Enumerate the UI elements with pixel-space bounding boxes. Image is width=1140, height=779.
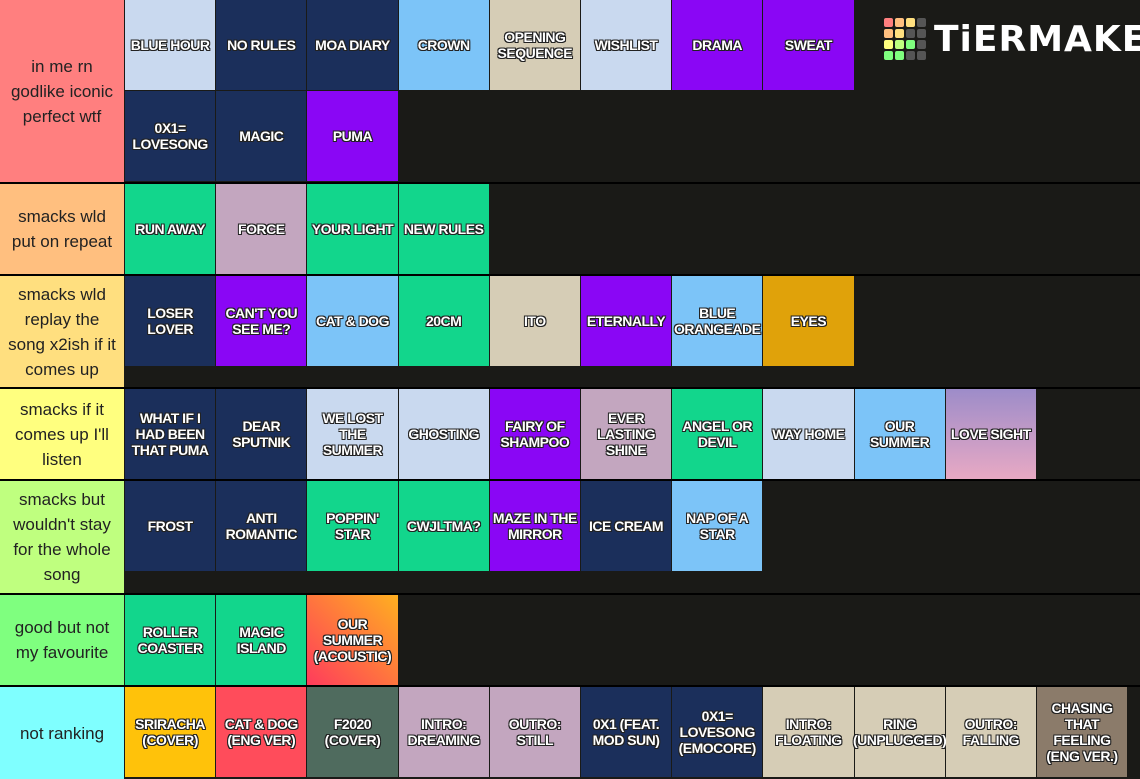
tier-item: WAY HOME (763, 389, 854, 479)
tier-label: in me rn godlike iconic perfect wtf (0, 0, 124, 182)
tier-item: ICE CREAM (580, 481, 672, 571)
tier-items: BLUE HOUR NO RULES MOA DIARY CROWN OPENING S… (125, 0, 855, 182)
tier-item: ANTI ROMANTIC (216, 481, 307, 571)
tier-row: not ranking SRIRACHA (COVER) CAT & DOG (EN… (0, 687, 1140, 779)
tier-items: FROST ANTI ROMANTIC POPPIN' STAR CWJLTMA? MA… (125, 481, 1140, 593)
tier-item: NAP OF A STAR (672, 481, 763, 571)
tier-label: smacks but wouldn't stay for the whole s… (0, 481, 124, 593)
tier-item: GHOSTING (398, 389, 489, 479)
tier-row: in me rn godlike iconic perfect wtf BLUE … (0, 0, 1140, 182)
tier-item: FAIRY OF SHAMPOO (489, 389, 580, 479)
tier-item: WISHLIST (580, 0, 672, 90)
tier-item: OUR SUMMER (854, 389, 945, 479)
tier-item: MAZE IN THE MIRROR (489, 481, 580, 571)
tier-item: NO RULES (216, 0, 307, 90)
tier-item: OPENING SEQUENCE (489, 0, 580, 90)
tier-item: LOVE SIGHT (945, 389, 1036, 479)
tier-item: LOSER LOVER (125, 276, 216, 366)
tier-item: SWEAT (763, 0, 854, 90)
tier-item: DEAR SPUTNIK (216, 389, 307, 479)
tier-item: YOUR LIGHT (307, 184, 398, 274)
tier-items: WHAT IF I HAD BEEN THAT PUMA DEAR SPUTNIK… (125, 389, 1140, 479)
tier-item: 20CM (398, 276, 489, 366)
tier-row: good but not my favourite ROLLER COASTER M… (0, 595, 1140, 685)
tier-item: CAT & DOG (307, 276, 398, 366)
tier-row: smacks wld replay the song x2ish if it c… (0, 276, 1140, 387)
tier-item: CROWN (398, 0, 489, 90)
tier-item: RUN AWAY (125, 184, 216, 274)
tier-item: NEW RULES (398, 184, 489, 274)
tier-item: 0X1= LOVESONG (EMOCORE) (672, 687, 763, 777)
tier-item: BLUE HOUR (125, 0, 216, 90)
tier-item: RING (UNPLUGGED) (853, 687, 947, 777)
tier-items: SRIRACHA (COVER) CAT & DOG (ENG VER) F2020… (125, 687, 1140, 779)
tier-item: MAGIC (216, 91, 307, 181)
tier-item: ROLLER COASTER (125, 595, 216, 685)
logo: TiERMAKER (884, 18, 1140, 60)
tier-item: FROST (125, 481, 216, 571)
tier-item: CAT & DOG (ENG VER) (216, 687, 307, 777)
tier-item: OUR SUMMER (ACOUSTIC) (307, 595, 398, 685)
logo-text: TiERMAKER (934, 18, 1140, 60)
tier-item: POPPIN' STAR (307, 481, 398, 571)
tier-item: MAGIC ISLAND (216, 595, 307, 685)
tier-item: MOA DIARY (307, 0, 398, 90)
tier-item: EVER LASTING SHINE (580, 389, 672, 479)
tier-item: 0X1 (FEAT. MOD SUN) (580, 687, 672, 777)
tier-label: smacks wld put on repeat (0, 184, 124, 274)
tier-item: INTRO: FLOATING (763, 687, 854, 777)
tier-items: RUN AWAY FORCE YOUR LIGHT NEW RULES (125, 184, 1140, 274)
tier-item: PUMA (307, 91, 398, 181)
logo-icon (884, 18, 926, 60)
tier-label: smacks wld replay the song x2ish if it c… (0, 276, 124, 387)
tier-item: FORCE (216, 184, 307, 274)
tier-item: DRAMA (672, 0, 763, 90)
tier-item: WE LOST THE SUMMER (307, 389, 398, 479)
tier-item: CWJLTMA? (398, 481, 489, 571)
tier-item: ETERNALLY (580, 276, 672, 366)
tier-item: ANGEL OR DEVIL (672, 389, 763, 479)
tier-item: OUTRO: FALLING (945, 687, 1036, 777)
tier-label: smacks if it comes up I'll listen (0, 389, 124, 479)
tier-row: smacks if it comes up I'll listen WHAT IF… (0, 389, 1140, 479)
tier-label: good but not my favourite (0, 595, 124, 685)
tier-row: smacks but wouldn't stay for the whole s… (0, 481, 1140, 593)
tier-item: CAN'T YOU SEE ME? (216, 276, 307, 366)
tier-items: ROLLER COASTER MAGIC ISLAND OUR SUMMER (AC… (125, 595, 1140, 685)
tier-item: F2020 (COVER) (307, 687, 398, 777)
tier-item: CHASING THAT FEELING (ENG VER.) (1036, 687, 1128, 777)
tier-item: 0X1= LOVESONG (125, 91, 216, 181)
tier-item: OUTRO: STILL (489, 687, 580, 777)
tier-item: ITO (489, 276, 580, 366)
tier-item: SRIRACHA (COVER) (125, 687, 216, 777)
tier-label: not ranking (0, 687, 124, 779)
tier-row: smacks wld put on repeat RUN AWAY FORCE YOU… (0, 184, 1140, 274)
tier-item: WHAT IF I HAD BEEN THAT PUMA (125, 389, 216, 479)
tier-items: LOSER LOVER CAN'T YOU SEE ME? CAT & DOG 20C… (125, 276, 1140, 387)
tier-item: BLUE ORANGEADE (672, 276, 763, 366)
tier-item: EYES (763, 276, 854, 366)
tier-item: INTRO: DREAMING (398, 687, 489, 777)
